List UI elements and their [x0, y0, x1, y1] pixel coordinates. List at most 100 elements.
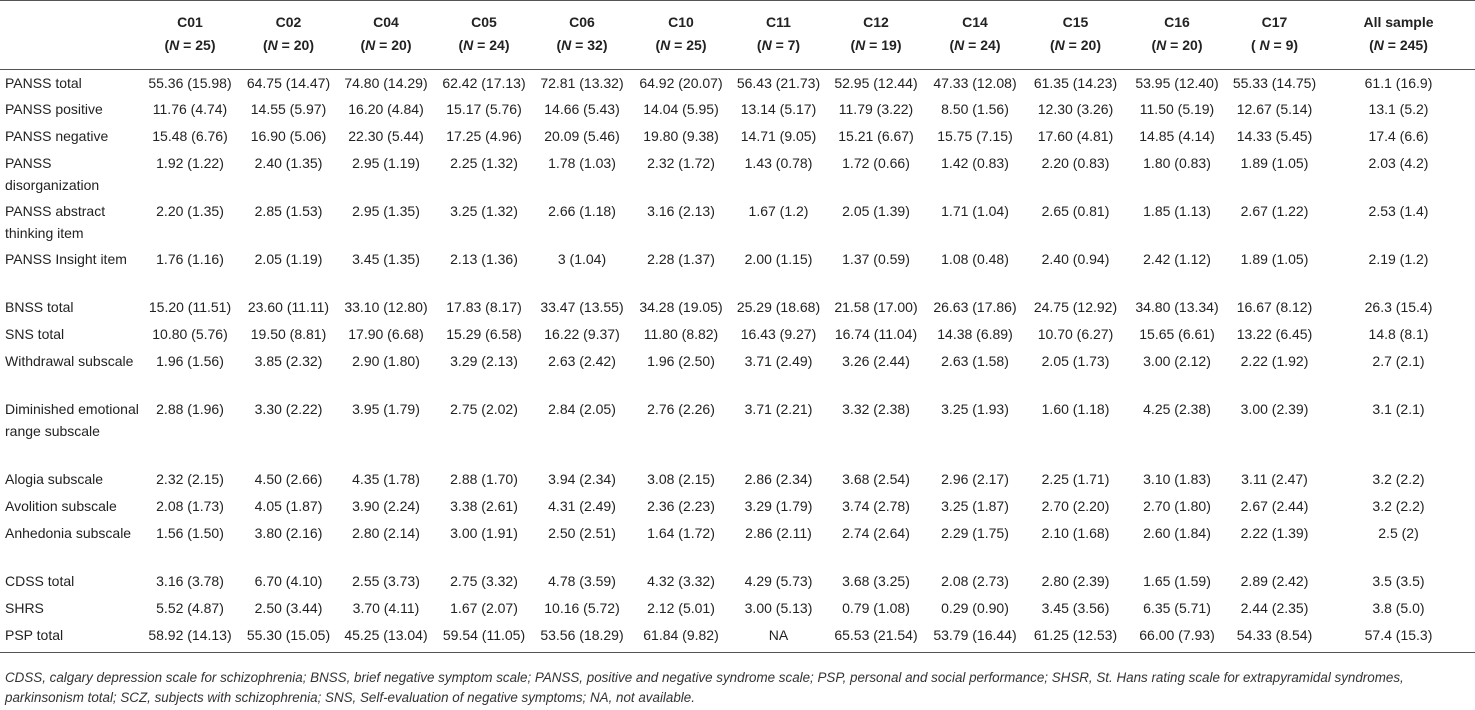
column-sample-size: (N = 20) — [1151, 37, 1203, 53]
table-footnote: CDSS, calgary depression scale for schiz… — [5, 670, 1404, 705]
table-cell: 3.08 (2.15) — [647, 471, 715, 487]
table-cell: 3.74 (2.78) — [842, 498, 910, 514]
table-cell: 2.88 (1.70) — [450, 471, 518, 487]
table-cell: 3.25 (1.87) — [941, 498, 1009, 514]
column-header: C12 (N = 19) — [826, 1, 926, 70]
table-cell: 3.2 (2.2) — [1372, 471, 1425, 487]
table-cell: 2.95 (1.19) — [352, 155, 420, 171]
table-cell: 61.25 (12.53) — [1024, 622, 1127, 653]
table-cell: 11.79 (3.22) — [838, 101, 914, 117]
table-cell: 3.00 (5.13) — [744, 600, 813, 616]
column-sample-size: (N = 25) — [655, 37, 707, 53]
table-cell: 1.71 (1.04) — [941, 203, 1009, 219]
table-cell: 3 (1.04) — [557, 251, 607, 267]
table-cell: 17.83 (8.17) — [446, 299, 522, 315]
row-label: PANSS abstract thinking item — [5, 203, 106, 241]
table-cell: 1.72 (0.66) — [842, 155, 910, 171]
table-cell: 16.43 (9.27) — [740, 326, 817, 342]
row-label: PANSS positive — [5, 101, 103, 117]
table-cell: 1.43 (0.78) — [744, 155, 813, 171]
data-table: C01 (N = 25) C02 (N = 20) C04 (N = 20) C05 (N =… — [0, 0, 1475, 653]
table-cell: 26.3 (15.4) — [1364, 299, 1433, 315]
table-cell: 61.1 (16.9) — [1364, 74, 1433, 91]
column-header: C04 (N = 20) — [337, 1, 435, 70]
table-cell: 2.05 (1.19) — [254, 251, 323, 267]
table-cell: 0.29 (0.90) — [941, 600, 1009, 616]
table-cell: 3.90 (2.24) — [352, 498, 420, 514]
table-cell: 2.12 (5.01) — [647, 600, 715, 616]
row-label: BNSS total — [5, 299, 74, 315]
table-cell: 19.50 (8.81) — [250, 326, 327, 342]
table-cell: 3.85 (2.32) — [254, 353, 323, 369]
table-cell: 17.60 (4.81) — [1037, 128, 1114, 144]
table-cell: 24.75 (12.92) — [1033, 299, 1118, 315]
table-cell: 2.63 (2.42) — [548, 353, 616, 369]
column-sample-size: (N = 24) — [949, 37, 1001, 53]
table-cell: 21.58 (17.00) — [834, 299, 918, 315]
table-cell: 2.90 (1.80) — [352, 353, 420, 369]
row-label: PANSS total — [5, 74, 82, 91]
table-cell: 4.31 (2.49) — [548, 498, 616, 514]
table-cell: 1.92 (1.22) — [156, 155, 224, 171]
table-cell: 3.30 (2.22) — [254, 401, 323, 417]
column-name: C15 — [1062, 14, 1089, 30]
row-label: PSP total — [0, 622, 140, 653]
table-cell: 54.33 (8.54) — [1227, 622, 1322, 653]
table-cell: 14.55 (5.97) — [250, 101, 327, 117]
table-cell: 17.25 (4.96) — [446, 128, 522, 144]
table-cell: 1.76 (1.16) — [156, 251, 224, 267]
table-cell: 3.2 (2.2) — [1372, 498, 1425, 514]
table-row: PANSS negative 15.48 (6.76) 16.90 (5.06) 22… — [0, 123, 1475, 150]
table-cell: 2.75 (3.32) — [450, 573, 518, 589]
column-sample-size: (N = 20) — [1050, 37, 1101, 53]
table-cell: 59.54 (11.05) — [435, 622, 533, 653]
table-cell: 26.63 (17.86) — [933, 299, 1017, 315]
table-cell: 2.05 (1.39) — [842, 203, 910, 219]
column-header: C02 (N = 20) — [240, 1, 337, 70]
table-cell: 72.81 (13.32) — [540, 74, 624, 91]
column-sample-size: ( N = 9) — [1250, 37, 1299, 53]
table-cell: 3.32 (2.38) — [842, 401, 910, 417]
table-row: Diminished emotional range subscale 2.88 … — [0, 396, 1475, 466]
table-cell: 13.22 (6.45) — [1236, 326, 1313, 342]
table-cell: 2.50 (2.51) — [548, 525, 616, 541]
table-cell: 2.32 (2.15) — [156, 471, 224, 487]
table-cell: 1.85 (1.13) — [1143, 203, 1211, 219]
table-cell: 4.05 (1.87) — [254, 498, 323, 514]
table-row: BNSS total 15.20 (11.51) 23.60 (11.11) 33.1… — [0, 294, 1475, 321]
column-sample-size: (N = 25) — [164, 37, 216, 53]
table-row: Avolition subscale 2.08 (1.73) 4.05 (1.87)… — [0, 493, 1475, 520]
table-cell: 2.84 (2.05) — [548, 401, 616, 417]
table-cell: 3.1 (2.1) — [1372, 401, 1425, 417]
table-cell: 2.50 (3.44) — [254, 600, 323, 616]
table-cell: 1.67 (1.2) — [748, 203, 809, 219]
row-label: Diminished emotional range subscale — [5, 401, 139, 439]
table-cell: 15.17 (5.76) — [446, 101, 522, 117]
table-row: SNS total 10.80 (5.76) 19.50 (8.81) 17.90 (… — [0, 321, 1475, 348]
table-cell: 64.75 (14.47) — [246, 74, 331, 91]
table-cell: 11.80 (8.82) — [643, 326, 719, 342]
table-cell: 2.25 (1.32) — [450, 155, 518, 171]
table-cell: 10.80 (5.76) — [152, 326, 228, 342]
table-cell: 61.35 (14.23) — [1033, 74, 1118, 91]
table-cell: 14.33 (5.45) — [1236, 128, 1313, 144]
table-cell: 2.5 (2) — [1378, 525, 1419, 541]
table-cell: 3.95 (1.79) — [352, 401, 420, 417]
column-name: C12 — [863, 14, 889, 30]
row-label: PANSS negative — [5, 128, 109, 144]
table-cell: 62.42 (17.13) — [442, 74, 526, 91]
table-cell: 34.28 (19.05) — [639, 299, 723, 315]
table-cell: 1.89 (1.05) — [1240, 251, 1309, 267]
column-sample-size: (N = 20) — [263, 37, 314, 53]
table-cell: 3.25 (1.93) — [941, 401, 1009, 417]
table-cell: 8.50 (1.56) — [941, 101, 1009, 117]
table-row: Withdrawal subscale 1.96 (1.56) 3.85 (2.32… — [0, 348, 1475, 396]
table-cell: 66.00 (7.93) — [1127, 622, 1227, 653]
table-cell: 17.90 (6.68) — [348, 326, 424, 342]
table-body: PANSS total 55.36 (15.98) 64.75 (14.47) 74.… — [0, 69, 1475, 653]
table-cell: 15.20 (11.51) — [148, 299, 232, 315]
column-header: C05 (N = 24) — [435, 1, 533, 70]
table-cell: 64.92 (20.07) — [639, 74, 723, 91]
table-cell: 10.70 (6.27) — [1037, 326, 1114, 342]
